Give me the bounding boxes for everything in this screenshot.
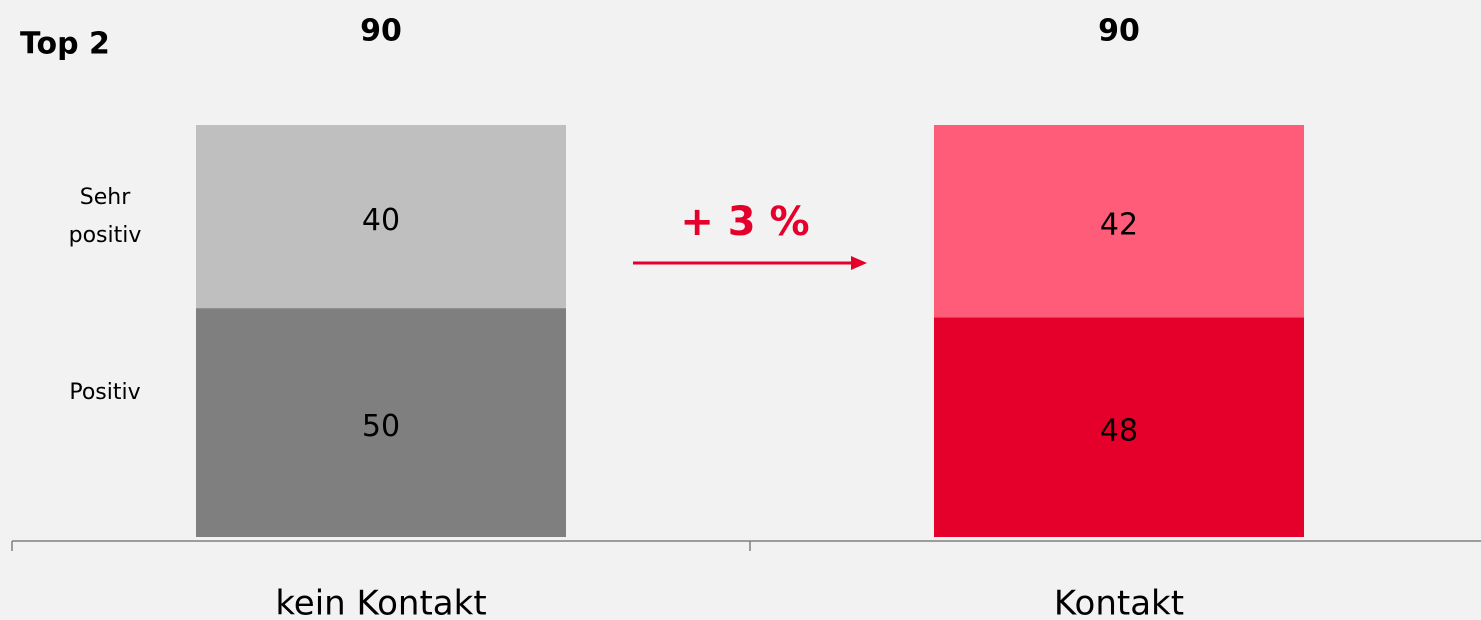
value-label: 48 [1100,414,1138,449]
series-label: Sehr positiv [68,184,142,248]
annotation: + 3 % [680,199,809,245]
x-tick-label: Kontakt [1054,584,1184,620]
chart-title: Top 2 [20,27,110,62]
value-label: 50 [362,409,400,444]
bar-segment [934,125,1304,318]
total-label: 90 [1098,14,1140,49]
value-label: 42 [1100,208,1138,243]
total-label: 90 [360,14,402,49]
bar-segment [196,308,566,537]
annotation-arrowhead [851,256,867,270]
value-label: 40 [362,203,400,238]
bar-segment [196,125,566,309]
x-tick-label: kein Kontakt [275,584,486,620]
bar-segment [934,317,1304,537]
series-label: Positiv [69,379,141,405]
